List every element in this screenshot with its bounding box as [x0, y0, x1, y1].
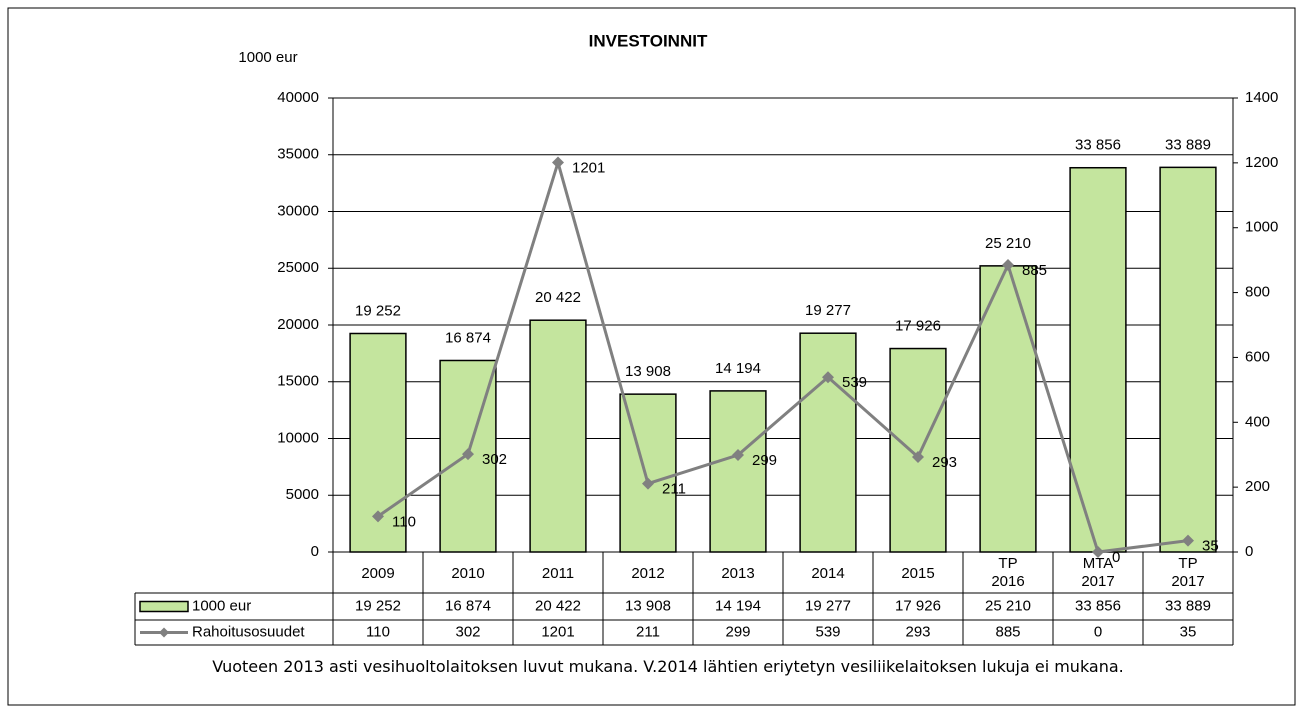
data-label: 33 889: [1165, 136, 1211, 153]
legend-label: Rahoitusosuudet: [192, 623, 305, 640]
y2-tick-label: 0: [1245, 543, 1253, 560]
table-cell: 35: [1180, 623, 1197, 640]
bar: [709, 390, 767, 553]
data-label: 885: [1022, 262, 1047, 279]
data-label: 302: [482, 451, 507, 468]
chart-title: INVESTOINNIT: [589, 31, 708, 50]
x-tick-label: TP 2016: [991, 555, 1024, 590]
table-cell: 1201: [541, 623, 574, 640]
x-tick-label: 2011: [542, 565, 574, 582]
x-tick-label: 2014: [811, 565, 844, 582]
table-cell: 299: [725, 623, 750, 640]
data-label: 33 856: [1075, 137, 1121, 154]
y-tick-label: 25000: [277, 259, 319, 276]
data-label: 0: [1112, 549, 1120, 566]
x-tick-label: 2012: [631, 565, 664, 582]
marker: [822, 371, 834, 384]
data-label: 19 252: [355, 302, 401, 319]
marker: [1182, 534, 1194, 547]
table-cell: 0: [1094, 623, 1102, 640]
y-tick-label: 0: [311, 543, 319, 560]
data-label: 20 422: [535, 289, 581, 306]
bar: [889, 347, 947, 553]
y-tick-label: 15000: [277, 373, 319, 390]
table-cell: 20 422: [535, 597, 581, 614]
y-tick-label: 10000: [277, 429, 319, 446]
data-label: 17 926: [895, 318, 941, 335]
table-cell: 33 856: [1075, 597, 1121, 614]
table-cell: 17 926: [895, 597, 941, 614]
y2-tick-label: 400: [1245, 413, 1270, 430]
bar: [979, 265, 1037, 553]
y2-tick-label: 800: [1245, 284, 1270, 301]
data-label: 211: [662, 481, 686, 498]
marker: [1092, 546, 1104, 558]
table-cell: 293: [905, 623, 930, 640]
table-cell: 539: [815, 623, 840, 640]
marker: [732, 449, 744, 462]
marker: [372, 510, 384, 523]
x-tick-label: 2010: [451, 565, 484, 582]
marker: [552, 156, 564, 169]
table-cell: 211: [636, 623, 660, 640]
y2-tick-label: 1400: [1245, 89, 1278, 106]
table-cell: 14 194: [715, 597, 761, 614]
x-tick-label: 2009: [361, 565, 394, 582]
table-cell: 302: [455, 623, 480, 640]
data-label: 299: [752, 452, 777, 469]
y2-tick-label: 600: [1245, 348, 1270, 365]
x-tick-label: 2013: [721, 565, 754, 582]
marker: [462, 448, 474, 461]
table-cell: 13 908: [625, 597, 671, 614]
y-tick-label: 40000: [277, 89, 319, 106]
data-label: 293: [932, 454, 957, 471]
data-label: 35: [1202, 538, 1219, 555]
y2-tick-label: 1000: [1245, 219, 1278, 236]
x-tick-label: 2015: [901, 565, 934, 582]
marker: [912, 450, 924, 463]
bar: [1159, 166, 1217, 553]
y-tick-label: 20000: [277, 316, 319, 333]
data-label: 25 210: [985, 235, 1031, 252]
table-cell: 33 889: [1165, 597, 1211, 614]
bar: [529, 319, 587, 553]
data-label: 19 277: [805, 302, 851, 319]
data-label: 1201: [572, 160, 605, 177]
table-cell: 885: [995, 623, 1020, 640]
x-tick-label: MTA 2017: [1081, 555, 1114, 590]
table-cell: 25 210: [985, 597, 1031, 614]
y2-tick-label: 200: [1245, 478, 1270, 495]
legend-marker: [159, 627, 169, 638]
table-cell: 16 874: [445, 597, 491, 614]
chart-border: [7, 7, 1296, 706]
data-label: 16 874: [445, 329, 491, 346]
y2-tick-label: 1200: [1245, 154, 1278, 171]
marker: [642, 477, 654, 490]
y-axis-label: 1000 eur: [238, 49, 297, 66]
legend-label: 1000 eur: [192, 597, 251, 614]
y-tick-label: 5000: [286, 486, 319, 503]
table-cell: 19 277: [805, 597, 851, 614]
data-label: 539: [842, 374, 867, 391]
footnote: Vuoteen 2013 asti vesihuoltolaitoksen lu…: [212, 657, 1124, 676]
y-tick-label: 30000: [277, 202, 319, 219]
table-cell: 110: [366, 623, 390, 640]
table-cell: 19 252: [355, 597, 401, 614]
data-label: 14 194: [715, 360, 761, 377]
x-tick-label: TP 2017: [1171, 555, 1204, 590]
legend-swatch: [139, 600, 189, 613]
data-label: 13 908: [625, 363, 671, 380]
line: [377, 157, 1189, 554]
bar: [799, 332, 857, 553]
data-label: 110: [392, 513, 416, 530]
y-tick-label: 35000: [277, 146, 319, 163]
marker: [1002, 259, 1014, 272]
